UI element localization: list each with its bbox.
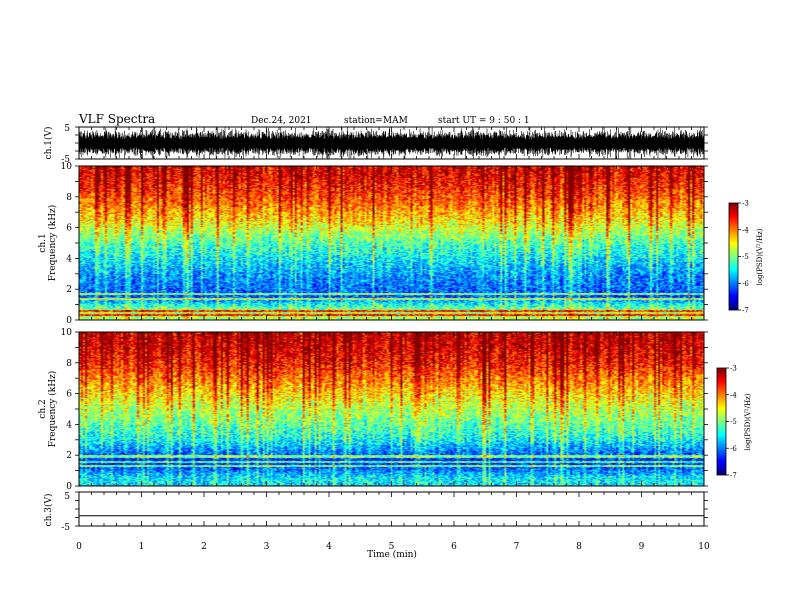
- x-tick-label: 9: [639, 542, 645, 552]
- x-tick-label: 5: [389, 542, 395, 552]
- y-tick-label: 10: [61, 328, 73, 338]
- y-tick-label: 0: [66, 482, 72, 492]
- ch1-ytick-top: 5: [64, 124, 70, 134]
- ch1-waveform-ticks: [75, 126, 708, 160]
- colorbar-tick-label: -4: [742, 226, 749, 234]
- x-tick-label: 1: [139, 542, 145, 552]
- ch2-spectrogram-ticks: [75, 331, 708, 487]
- ch2-colorbar-ticks: -3 -4 -5 -6 -7: [726, 365, 737, 480]
- x-axis-label: Time (min): [367, 549, 417, 560]
- y-tick-label: 8: [66, 193, 72, 203]
- y-tick-label: 2: [66, 285, 72, 295]
- x-tick-label: 3: [264, 542, 270, 552]
- y-tick-label: 6: [66, 224, 72, 234]
- ch1-spectrogram-heatmap: [79, 166, 704, 320]
- y-tick-label: 6: [66, 390, 72, 400]
- ch1-ytick-bottom: -5: [61, 155, 70, 165]
- colorbar-tick-label: -7: [730, 472, 737, 480]
- ch3-waveform-ticks: [75, 491, 708, 527]
- start-time-label: start UT = 9 : 50 : 1: [438, 116, 530, 126]
- x-tick-label: 7: [514, 542, 520, 552]
- ch3-waveform-panel: 5 -5 ch.3(V): [43, 491, 708, 533]
- ch1-spectrogram-yticks: 0 2 4 6 8 10: [61, 162, 73, 326]
- x-tick-label: 4: [326, 542, 332, 552]
- ch1-spectrogram-ylabel: ch.1Frequency (kHz): [38, 205, 58, 282]
- colorbar-tick-label: -3: [730, 365, 737, 373]
- colorbar-tick-label: -6: [742, 280, 749, 288]
- x-axis-tick-labels: 0 1 2 3 4 5 6 7 8 9 10: [76, 542, 710, 552]
- y-tick-label: 8: [66, 359, 72, 369]
- x-tick-label: 0: [76, 542, 82, 552]
- date-label: Dec.24, 2021: [251, 116, 312, 126]
- ch1-spectrogram-ticks: [75, 165, 708, 321]
- y-tick-label: 0: [66, 316, 72, 326]
- ch2-colorbar-label: log(PSD)(V²/Hz): [744, 393, 752, 450]
- colorbar-tick-label: -3: [742, 200, 749, 208]
- colorbar-tick-label: -5: [730, 418, 737, 426]
- ch1-colorbar-ticks: -3 -4 -5 -6 -7: [738, 200, 749, 315]
- figure-title: VLF Spectra: [78, 112, 155, 126]
- ch2-colorbar: [717, 368, 726, 475]
- x-tick-label: 6: [451, 542, 457, 552]
- ch1-colorbar: [729, 203, 738, 310]
- y-tick-label: 10: [61, 162, 73, 172]
- ch2-spectrogram-heatmap: [79, 332, 704, 486]
- x-tick-label: 8: [576, 542, 582, 552]
- ch1-spectrogram-panel: 0 2 4 6 8 10 ch.1Frequency (kHz) -3 -4 -5 -6 -7 l…: [38, 162, 764, 326]
- ch2-spectrogram-panel: 0 2 4 6 8 10 ch.2Frequency (kHz) -3 -4 -5 -6 -7 l…: [38, 328, 752, 492]
- ch2-spectrogram-ylabel: ch.2Frequency (kHz): [38, 371, 58, 448]
- x-tick-label: 10: [698, 542, 710, 552]
- station-label: station=MAM: [344, 116, 408, 126]
- colorbar-tick-label: -4: [730, 391, 737, 399]
- ch3-ytick-bottom: -5: [61, 523, 70, 533]
- colorbar-tick-label: -7: [742, 307, 749, 315]
- ch3-ytick-top: 5: [64, 492, 70, 502]
- y-tick-label: 4: [66, 420, 72, 430]
- ch1-waveform-ylabel: ch.1(V): [43, 127, 54, 160]
- ch1-waveform-panel: 5 -5 ch.1(V): [43, 124, 708, 165]
- ch2-spectrogram-yticks: 0 2 4 6 8 10: [61, 328, 73, 492]
- y-tick-label: 2: [66, 451, 72, 461]
- y-tick-label: 4: [66, 254, 72, 264]
- colorbar-tick-label: -5: [742, 253, 749, 261]
- colorbar-tick-label: -6: [730, 445, 737, 453]
- ch1-colorbar-label: log(PSD)(V²/Hz): [756, 228, 764, 285]
- x-tick-label: 2: [201, 542, 207, 552]
- ch3-waveform-ylabel: ch.3(V): [43, 494, 54, 527]
